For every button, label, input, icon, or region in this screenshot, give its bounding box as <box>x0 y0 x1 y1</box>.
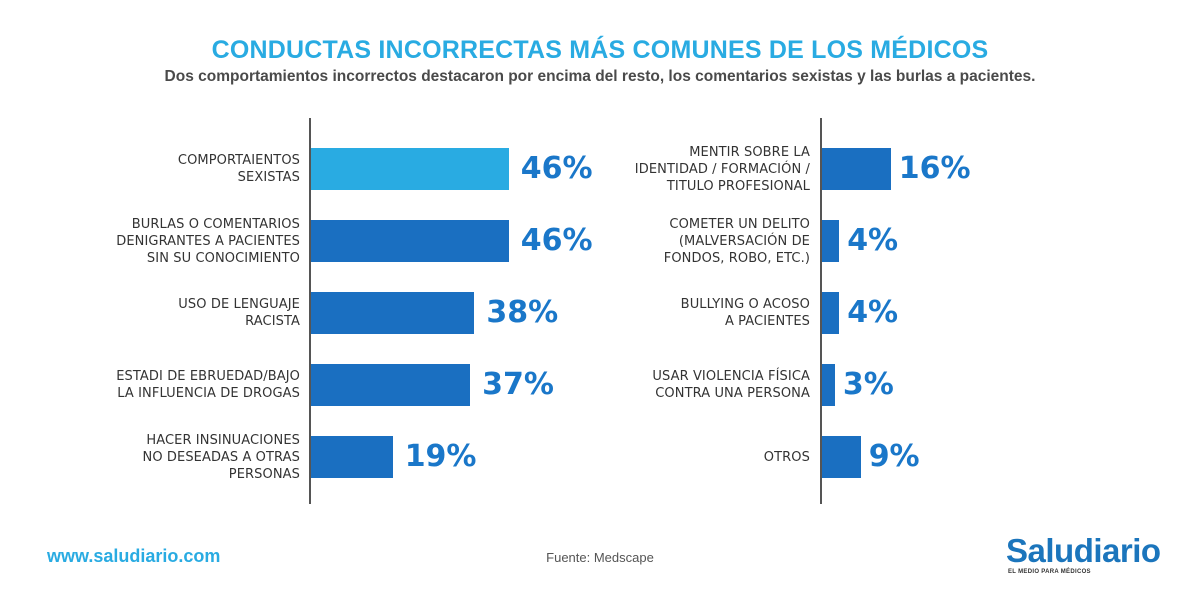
left-category-label: COMPORTAIENTOS SEXISTAS <box>177 153 300 185</box>
left-bar <box>311 148 509 190</box>
right-category-label: COMETER UN DELITO (MALVERSACIÓN DE FONDO… <box>663 216 810 266</box>
left-value-label: 46% <box>520 151 593 186</box>
left-value-label: 46% <box>520 223 593 258</box>
logo-wordmark: Saludiario <box>1006 532 1161 569</box>
right-category-label: OTROS <box>763 449 810 465</box>
right-value-label: 16% <box>898 151 971 186</box>
left-bar <box>311 436 393 478</box>
right-bar <box>822 220 840 262</box>
left-value-label: 37% <box>482 367 554 402</box>
left-bar <box>311 364 471 406</box>
source-note: Fuente: Medscape <box>546 550 654 565</box>
right-chart-axis <box>820 118 822 504</box>
left-bar <box>311 292 475 334</box>
right-value-label: 3% <box>842 367 894 402</box>
left-category-label: HACER INSINUACIONES NO DESEADAS A OTRAS … <box>142 432 300 482</box>
right-bar <box>822 364 835 406</box>
right-category-label: MENTIR SOBRE LA IDENTIDAD / FORMACIÓN / … <box>634 144 810 194</box>
website-url[interactable]: www.saludiario.com <box>47 546 221 566</box>
left-category-label: ESTADI DE EBRUEDAD/BAJO LA INFLUENCIA DE… <box>116 369 300 401</box>
right-bar <box>822 292 840 334</box>
left-bar <box>311 220 509 262</box>
saludiario-logo: Saludiario EL MEDIO PARA MÉDICOS <box>1006 532 1176 580</box>
left-value-label: 38% <box>486 295 559 330</box>
left-chart-axis <box>309 118 311 504</box>
right-bar <box>822 148 891 190</box>
logo-tagline: EL MEDIO PARA MÉDICOS <box>1008 569 1091 575</box>
right-bar-chart: MENTIR SOBRE LA IDENTIDAD / FORMACIÓN / … <box>600 118 1200 504</box>
chart-title: CONDUCTAS INCORRECTAS MÁS COMUNES DE LOS… <box>211 36 989 64</box>
right-value-label: 4% <box>847 223 899 258</box>
right-value-label: 4% <box>847 295 899 330</box>
right-category-label: USAR VIOLENCIA FÍSICA CONTRA UNA PERSONA <box>652 369 810 401</box>
right-bar <box>822 436 861 478</box>
left-bar-chart: COMPORTAIENTOS SEXISTAS 46% BURLAS O COMEN… <box>0 118 600 504</box>
right-value-label: 9% <box>868 439 920 474</box>
right-category-label: BULLYING O ACOSO A PACIENTES <box>680 297 810 329</box>
chart-subtitle: Dos comportamientos incorrectos destacar… <box>164 68 1036 85</box>
left-category-label: BURLAS O COMENTARIOS DENIGRANTES A PACIE… <box>116 216 300 266</box>
left-value-label: 19% <box>404 439 477 474</box>
left-category-label: USO DE LENGUAJE RACISTA <box>178 297 300 329</box>
